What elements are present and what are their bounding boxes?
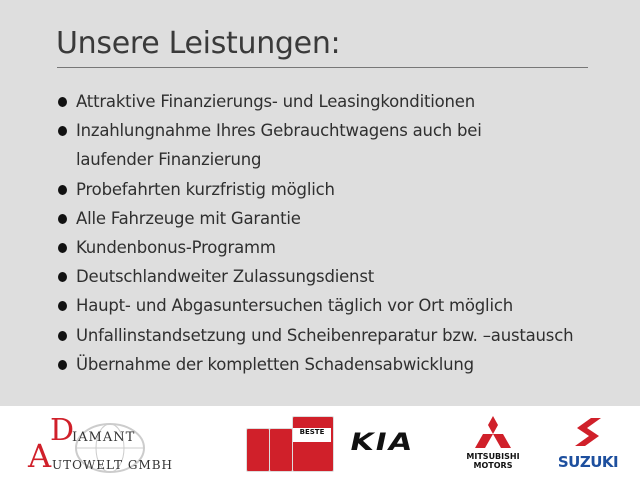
service-item: Alle Fahrzeuge mit Garantie <box>56 204 573 233</box>
service-text: Inzahlungnahme Ihres Gebrauchtwagens auc… <box>76 121 482 141</box>
bullet-icon <box>58 330 67 341</box>
kia-logo: KIA <box>347 428 440 460</box>
service-text: Haupt- und Abgasuntersuchen täglich vor … <box>76 296 513 316</box>
footer-logos: D IAMANT A UTOWELT GMBH BESTE KIA MITSUB… <box>0 406 640 480</box>
mitsubishi-logo: MITSUBISHI MOTORS <box>463 416 523 474</box>
service-item: Probefahrten kurzfristig möglich <box>56 175 573 204</box>
mitsubishi-text-1: MITSUBISHI <box>466 452 520 461</box>
bullet-icon <box>58 301 67 312</box>
service-text: Probefahrten kurzfristig möglich <box>76 179 335 199</box>
bullet-icon <box>58 213 67 224</box>
suzuki-text: SUZUKI <box>557 453 619 471</box>
dealer-line2: UTOWELT GMBH <box>52 458 174 472</box>
bullet-icon <box>58 272 67 283</box>
dealer-initial-d: D <box>50 413 75 448</box>
services-list: Attraktive Finanzierungs- und Leasingkon… <box>56 87 574 379</box>
service-item: Deutschlandweiter Zulassungsdienst <box>56 262 573 291</box>
diamant-autowelt-logo: D IAMANT A UTOWELT GMBH <box>28 416 178 474</box>
award-badge-large <box>292 416 334 472</box>
service-text: Unfallinstandsetzung und Scheibenreparat… <box>76 325 574 345</box>
service-text: Alle Fahrzeuge mit Garantie <box>76 208 301 228</box>
bullet-icon <box>58 126 67 137</box>
award-badges: BESTE <box>246 414 334 472</box>
kia-wordmark: KIA <box>347 428 417 457</box>
suzuki-logo: SUZUKI <box>548 418 628 470</box>
dealer-line1: IAMANT <box>72 430 136 445</box>
service-item: Unfallinstandsetzung und Scheibenreparat… <box>56 321 574 350</box>
service-text: Übernahme der kompletten Schadensabwickl… <box>76 354 474 374</box>
bullet-icon <box>58 184 67 195</box>
suzuki-s-icon <box>575 418 601 446</box>
service-text: laufender Finanzierung <box>76 150 262 170</box>
title-divider <box>57 67 588 68</box>
mitsubishi-text-2: MOTORS <box>473 461 513 470</box>
service-text: Attraktive Finanzierungs- und Leasingkon… <box>76 92 475 111</box>
dealer-initial-a: A <box>28 437 52 475</box>
service-item: Haupt- und Abgasuntersuchen täglich vor … <box>56 291 573 320</box>
mitsubishi-diamonds-icon <box>475 416 511 448</box>
service-text: Kundenbonus-Programm <box>76 238 276 258</box>
globe-icon <box>75 423 145 473</box>
badge-label: BESTE <box>293 428 331 442</box>
page-title: Unsere Leistungen: <box>56 26 341 61</box>
service-item: Übernahme der kompletten Schadensabwickl… <box>56 350 573 379</box>
bullet-icon <box>58 359 67 370</box>
award-badge-small-2 <box>269 428 293 472</box>
service-item: Kundenbonus-Programm <box>56 233 573 262</box>
service-text: Deutschlandweiter Zulassungsdienst <box>76 267 374 287</box>
bullet-icon <box>58 243 67 254</box>
service-item-continuation: laufender Finanzierung <box>56 145 573 174</box>
award-badge-small-1 <box>246 428 270 472</box>
service-item: Attraktive Finanzierungs- und Leasingkon… <box>56 87 573 116</box>
bullet-icon <box>58 97 67 107</box>
service-item: Inzahlungnahme Ihres Gebrauchtwagens auc… <box>56 116 573 145</box>
